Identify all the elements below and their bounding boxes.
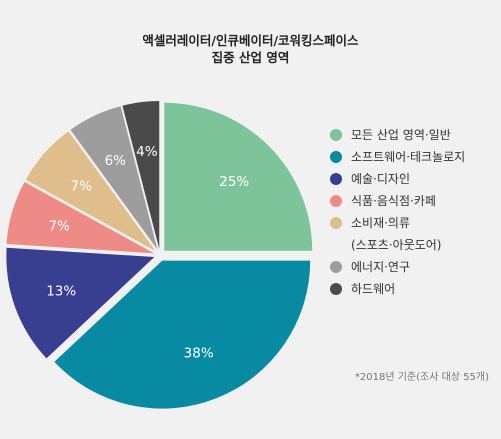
pie-slice-5	[25, 131, 156, 252]
pie-slice-1	[164, 102, 313, 251]
legend-swatch-7	[330, 261, 342, 273]
legend-label-5: 소비재·의류	[351, 216, 411, 230]
pie-slice-7	[122, 101, 160, 250]
pie-slice-label-1: 25%	[219, 174, 249, 190]
legend-swatch-8	[330, 283, 342, 295]
chart-title-line2: 집중 산업 영역	[211, 50, 290, 65]
legend-swatch-1	[330, 129, 342, 141]
footnote: *2018년 기준(조사 대상 55개)	[354, 372, 489, 383]
legend-label-4: 식품·음식점·카페	[351, 194, 436, 208]
pie-slice-label-7: 4%	[136, 144, 158, 160]
legend-label-8: 하드웨어	[351, 282, 396, 296]
pie-slice-2	[54, 260, 311, 409]
pie-slice-label-2: 38%	[184, 346, 214, 362]
legend-swatch-3	[330, 173, 342, 185]
legend-label-7: 에너지·연구	[351, 260, 411, 274]
chart-title-line1: 액셀러레이터/인큐베이터/코워킹스페이스	[142, 33, 359, 48]
pie-slice-4	[6, 182, 155, 254]
chart-title: 액셀러레이터/인큐베이터/코워킹스페이스 집중 산업 영역	[0, 32, 501, 66]
legend-label-6: (스포츠·아웃도어)	[351, 238, 442, 252]
pie-slice-3	[6, 247, 155, 359]
legend-swatch-2	[330, 151, 342, 163]
legend-label-2: 소프트웨어·테크놀로지	[351, 150, 466, 164]
pie-slice-label-6: 6%	[105, 153, 127, 169]
legend-label-1: 모든 산업 영역·일반	[351, 128, 451, 142]
legend-swatch-4	[330, 195, 342, 207]
pie-slice-label-5: 7%	[71, 179, 93, 195]
pie-slice-label-3: 13%	[46, 284, 76, 300]
pie-slice-label-4: 7%	[48, 219, 70, 235]
legend-label-3: 예술·디자인	[351, 172, 411, 186]
legend-swatch-5	[330, 217, 342, 229]
pie-slice-6	[70, 106, 158, 250]
